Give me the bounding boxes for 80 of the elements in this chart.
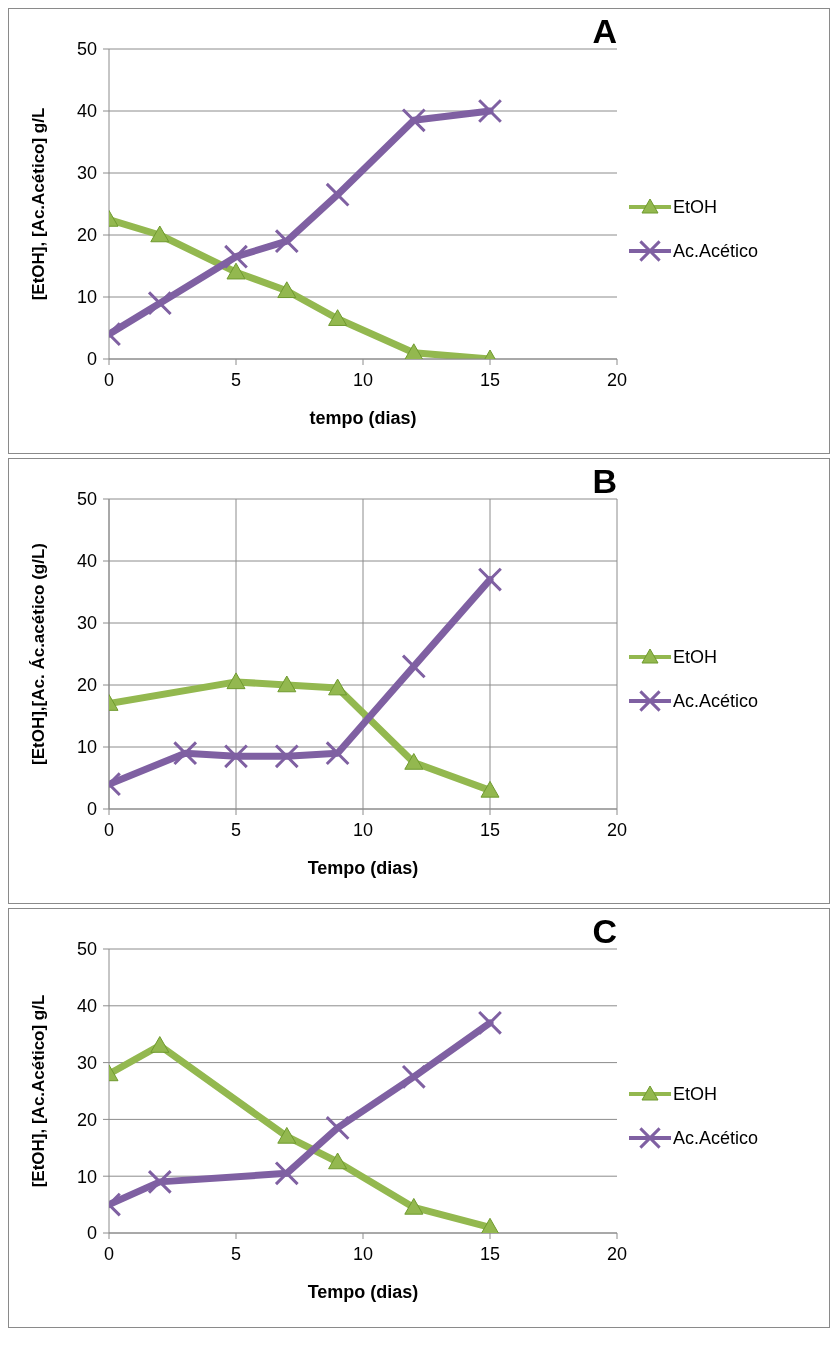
chart-title: A <box>592 12 617 50</box>
point <box>477 1010 503 1036</box>
point <box>480 780 500 798</box>
x-tick-label: 20 <box>606 369 628 390</box>
legend-label: Ac.Acético <box>673 1127 759 1149</box>
legend-label: EtOH <box>673 1083 718 1105</box>
x-tick-label: 0 <box>103 819 115 840</box>
x-axis-title: Tempo (dias) <box>307 858 419 878</box>
point <box>147 1169 173 1195</box>
x-tick-label: 10 <box>352 369 374 390</box>
point <box>401 1064 427 1090</box>
point <box>277 281 297 299</box>
y-axis-title: [EtOH], [Ac.Acético] g/L <box>29 994 49 1188</box>
x-tick-label: 0 <box>103 369 115 390</box>
y-tick-label: 10 <box>76 737 97 758</box>
point <box>150 225 170 243</box>
x-tick-label: 5 <box>230 1243 242 1264</box>
point <box>226 262 246 280</box>
y-tick-label: 20 <box>76 675 97 696</box>
point <box>328 678 348 696</box>
y-tick-label: 30 <box>76 613 97 634</box>
point <box>147 290 173 316</box>
point <box>226 672 246 690</box>
point <box>274 228 300 254</box>
point <box>325 1115 350 1141</box>
chart-title: C <box>592 912 617 950</box>
point <box>223 244 249 269</box>
y-tick-label: 40 <box>76 101 97 122</box>
x-tick-label: 5 <box>230 819 242 840</box>
y-tick-label: 0 <box>86 799 97 820</box>
x-tick-label: 20 <box>606 819 628 840</box>
point <box>150 1036 170 1053</box>
point <box>325 740 350 766</box>
x-tick-label: 10 <box>352 819 374 840</box>
y-tick-label: 0 <box>86 1223 97 1244</box>
point <box>274 744 300 769</box>
y-tick-label: 20 <box>76 1109 97 1130</box>
y-axis-title: [EtOH],[Ac. Ác.acético (g/L) <box>29 543 49 765</box>
point <box>401 108 427 133</box>
y-tick-label: 10 <box>76 287 97 308</box>
point <box>477 98 503 124</box>
y-tick-label: 40 <box>76 996 97 1017</box>
y-tick-label: 0 <box>86 349 97 370</box>
point <box>325 182 350 207</box>
x-tick-label: 0 <box>103 1243 115 1264</box>
x-tick-label: 10 <box>352 1243 374 1264</box>
x-tick-label: 5 <box>230 369 242 390</box>
legend-label: EtOH <box>673 196 718 218</box>
x-axis-title: Tempo (dias) <box>307 1282 419 1302</box>
x-tick-label: 15 <box>479 369 501 390</box>
point <box>401 654 427 679</box>
point <box>480 1217 500 1233</box>
y-tick-label: 50 <box>76 489 97 510</box>
y-tick-label: 30 <box>76 1052 97 1073</box>
point <box>404 343 424 359</box>
x-axis-title: tempo (dias) <box>309 408 417 428</box>
point <box>172 740 198 766</box>
point <box>328 309 348 326</box>
point <box>223 744 249 769</box>
legend-label: Ac.Acético <box>673 240 759 262</box>
x-tick-label: 20 <box>606 1243 628 1264</box>
point <box>328 1152 348 1170</box>
legend-label: EtOH <box>673 646 718 668</box>
legend-label: Ac.Acético <box>673 690 759 712</box>
y-tick-label: 50 <box>76 939 97 960</box>
y-tick-label: 30 <box>76 163 97 184</box>
point <box>404 1197 424 1215</box>
chart-title: B <box>592 462 617 500</box>
y-tick-label: 50 <box>76 39 97 60</box>
y-tick-label: 10 <box>76 1166 97 1187</box>
point <box>274 1161 300 1186</box>
y-axis-title: [EtOH], [Ac.Acético] g/L <box>29 107 49 301</box>
point <box>277 675 297 693</box>
x-tick-label: 15 <box>479 1243 501 1264</box>
y-tick-label: 40 <box>76 551 97 572</box>
point <box>477 567 503 592</box>
point <box>277 1126 297 1144</box>
point <box>404 753 424 770</box>
x-tick-label: 15 <box>479 819 501 840</box>
y-tick-label: 20 <box>76 225 97 246</box>
